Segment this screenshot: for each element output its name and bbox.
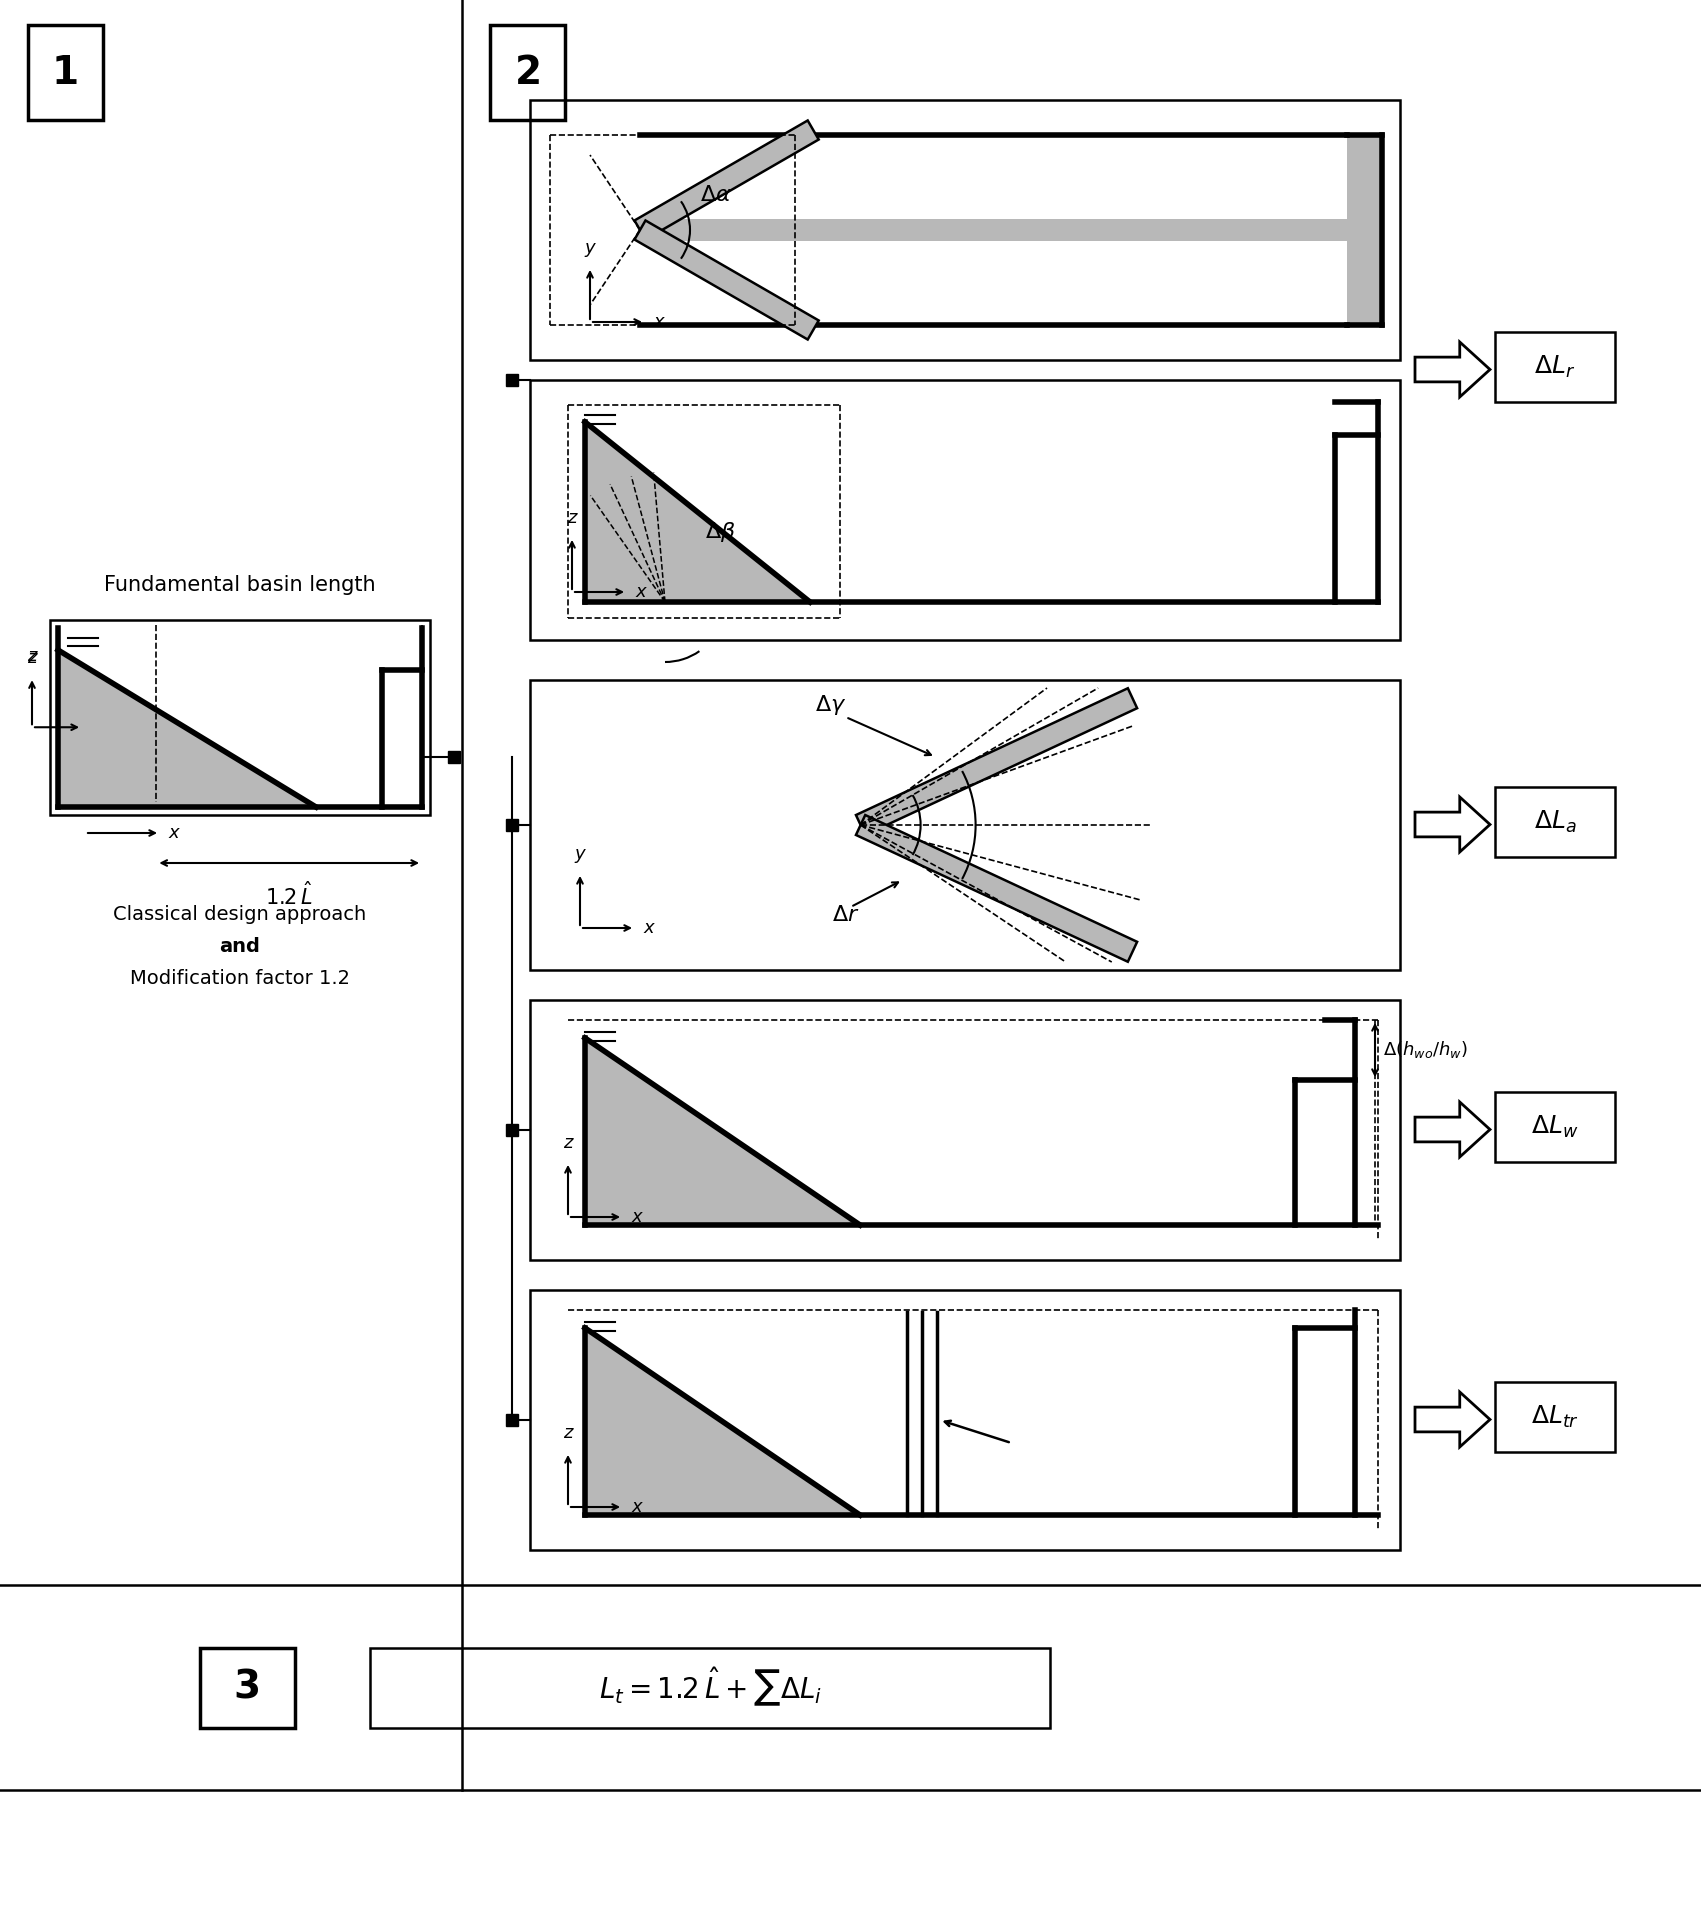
- Bar: [1495, 1382, 1614, 1452]
- Text: $L_t =1.2\,\hat{L}+\sum\Delta L_i$: $L_t =1.2\,\hat{L}+\sum\Delta L_i$: [599, 1667, 822, 1709]
- Text: z: z: [566, 509, 577, 526]
- Polygon shape: [634, 221, 818, 340]
- Polygon shape: [1415, 342, 1490, 397]
- Text: 1: 1: [51, 54, 78, 92]
- Bar: [490, 25, 565, 119]
- Text: x: x: [631, 1208, 641, 1227]
- Polygon shape: [640, 219, 1347, 242]
- Bar: [531, 1290, 1400, 1549]
- Text: x: x: [634, 584, 646, 601]
- Text: $\Delta L_{tr}$: $\Delta L_{tr}$: [1531, 1404, 1579, 1430]
- Bar: [27, 25, 104, 119]
- Bar: [1495, 787, 1614, 856]
- Text: z: z: [563, 1425, 573, 1442]
- Text: z: z: [563, 1135, 573, 1152]
- Text: x: x: [653, 313, 663, 330]
- Polygon shape: [1347, 134, 1381, 324]
- Text: Classical design approach: Classical design approach: [114, 906, 367, 925]
- Text: $\Delta L_a$: $\Delta L_a$: [1534, 808, 1577, 835]
- Text: $\Delta(h_{wo}/h_w)$: $\Delta(h_{wo}/h_w)$: [1383, 1039, 1468, 1060]
- Text: $\Delta\gamma$: $\Delta\gamma$: [815, 693, 847, 716]
- Text: $1.2\,\hat{L}$: $1.2\,\hat{L}$: [265, 881, 313, 908]
- Polygon shape: [1415, 1392, 1490, 1448]
- Text: Fundamental basin length: Fundamental basin length: [104, 574, 376, 595]
- Bar: [531, 380, 1400, 639]
- Polygon shape: [1415, 1102, 1490, 1158]
- Polygon shape: [634, 121, 818, 240]
- Text: $\Delta L_r$: $\Delta L_r$: [1534, 353, 1575, 380]
- Polygon shape: [856, 687, 1138, 835]
- Bar: [49, 620, 430, 814]
- Bar: [1495, 332, 1614, 401]
- Bar: [371, 1647, 1050, 1728]
- Polygon shape: [856, 814, 1138, 962]
- Bar: [531, 680, 1400, 970]
- Text: and: and: [219, 937, 260, 956]
- Text: x: x: [643, 920, 653, 937]
- Text: x: x: [168, 824, 179, 843]
- Bar: [1495, 1092, 1614, 1162]
- Text: Modification factor 1.2: Modification factor 1.2: [129, 970, 350, 989]
- Polygon shape: [585, 1329, 861, 1515]
- Text: x: x: [631, 1498, 641, 1517]
- Text: $\Delta r$: $\Delta r$: [832, 904, 859, 925]
- Bar: [201, 1647, 294, 1728]
- Bar: [531, 100, 1400, 361]
- Polygon shape: [585, 1039, 861, 1225]
- Text: y: y: [585, 238, 595, 257]
- Text: $\Delta\beta$: $\Delta\beta$: [704, 520, 737, 543]
- Polygon shape: [1415, 797, 1490, 852]
- Text: $\Delta\alpha$: $\Delta\alpha$: [701, 184, 731, 205]
- Polygon shape: [58, 651, 316, 806]
- Text: 3: 3: [233, 1668, 260, 1707]
- Text: z: z: [27, 649, 37, 668]
- Text: $\Delta L_w$: $\Delta L_w$: [1531, 1114, 1579, 1140]
- Polygon shape: [585, 422, 810, 603]
- Text: z: z: [27, 647, 37, 664]
- Text: 2: 2: [514, 54, 541, 92]
- Bar: [531, 1000, 1400, 1260]
- Text: y: y: [575, 845, 585, 862]
